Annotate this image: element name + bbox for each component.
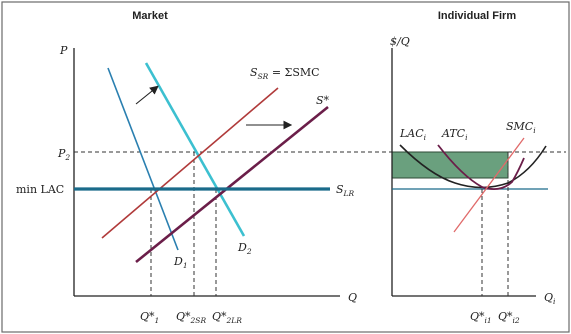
atc-curve xyxy=(437,144,525,191)
market-title: Market xyxy=(132,10,168,22)
s-lr-label: SLR xyxy=(336,183,355,198)
s-star-label: S* xyxy=(316,94,330,107)
supply-curve-star xyxy=(135,105,329,264)
min-lac-label: min LAC xyxy=(16,183,64,196)
demand-curve-d2 xyxy=(144,62,246,237)
lac-curve xyxy=(399,144,547,189)
demand-curve-d1 xyxy=(107,67,179,251)
supply-curve-sr xyxy=(101,87,279,239)
s-sr-label: SSR = ΣSMC xyxy=(250,66,320,81)
firm-x-axis-label: Qi xyxy=(544,291,556,306)
market-x-axis-label: Q xyxy=(348,291,357,304)
d1-label: D1 xyxy=(173,255,188,270)
q2lr-label: Q*2LR xyxy=(212,310,242,325)
firm-title: Individual Firm xyxy=(438,10,516,22)
profit-rectangle xyxy=(391,151,509,179)
qi1-label: Q*i1 xyxy=(470,310,492,325)
smc-label: SMCi xyxy=(506,120,536,135)
qi2-label: Q*i2 xyxy=(498,310,520,325)
atc-label: ATCi xyxy=(441,127,468,142)
lac-label: LACi xyxy=(399,127,427,142)
d2-label: D2 xyxy=(237,241,252,256)
demand-shift-arrow xyxy=(135,85,159,105)
q1-label: Q*1 xyxy=(140,310,159,325)
q2sr-label: Q*2SR xyxy=(176,310,206,325)
smc-curve xyxy=(453,137,525,233)
p2-label: P2 xyxy=(57,147,70,162)
market-y-axis-label: P xyxy=(59,44,68,57)
firm-y-axis-label: $/Q xyxy=(390,35,410,48)
